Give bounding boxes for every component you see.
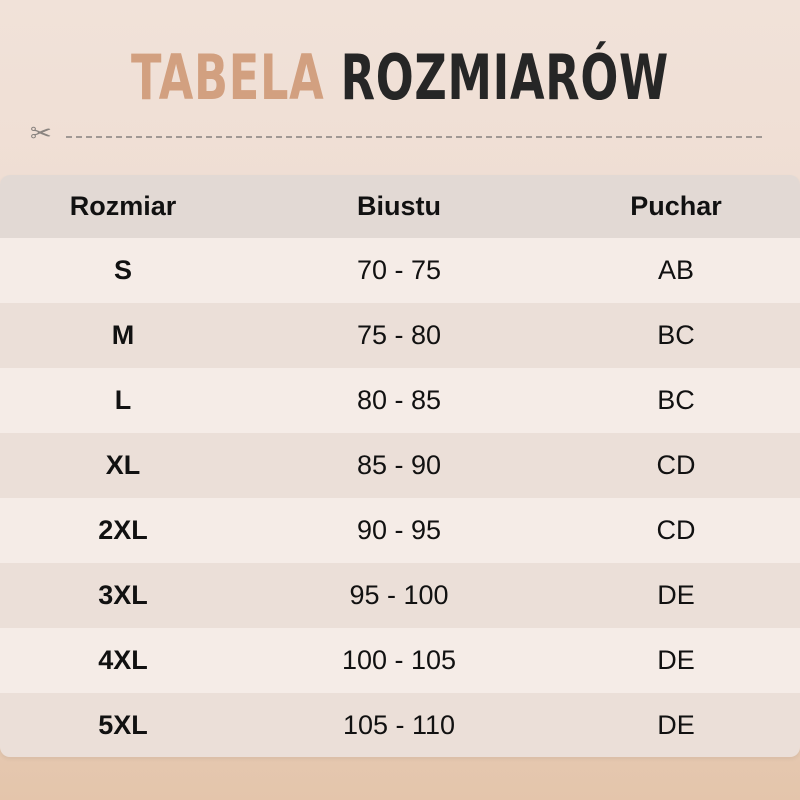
bust-cell: 95 - 100 — [349, 580, 449, 610]
size-cell: 5XL — [98, 710, 148, 740]
bust-cell: 90 - 95 — [356, 515, 442, 545]
size-cell: 3XL — [98, 580, 148, 610]
table-row: M 75 - 80 BC — [0, 303, 800, 368]
cup-cell: CD — [656, 515, 696, 545]
bust-cell: 100 - 105 — [341, 645, 457, 675]
size-cell: XL — [105, 450, 141, 480]
bust-cell: 70 - 75 — [356, 255, 442, 285]
header-size: Rozmiar — [69, 191, 177, 221]
bust-cell: 75 - 80 — [356, 320, 442, 350]
cup-cell: DE — [657, 580, 695, 610]
cut-line-divider: ✂ — [30, 120, 762, 150]
page-title: TABELA ROZMIARÓW — [112, 38, 688, 118]
size-cell: 4XL — [98, 645, 148, 675]
size-cell: M — [111, 320, 135, 350]
table-row: S 70 - 75 AB — [0, 238, 800, 303]
table-row: 2XL 90 - 95 CD — [0, 498, 800, 563]
scissors-icon: ✂ — [30, 118, 52, 148]
table-row: 3XL 95 - 100 DE — [0, 563, 800, 628]
cup-cell: AB — [657, 255, 695, 285]
size-table: Rozmiar Biustu Puchar S 70 - 75 AB M 75 - 80… — [0, 175, 800, 757]
bust-cell: 80 - 85 — [356, 385, 442, 415]
bust-cell: 85 - 90 — [356, 450, 442, 480]
dashed-line — [66, 136, 762, 138]
table-row: L 80 - 85 BC — [0, 368, 800, 433]
title-part-2: ROZMIARÓW — [340, 41, 669, 114]
cup-cell: DE — [657, 710, 695, 740]
table-header: Rozmiar Biustu Puchar — [0, 175, 800, 238]
header-cup: Puchar — [630, 191, 722, 221]
title-part-1: TABELA — [131, 41, 325, 114]
table-row: XL 85 - 90 CD — [0, 433, 800, 498]
size-cell: 2XL — [98, 515, 148, 545]
cup-cell: CD — [656, 450, 696, 480]
cup-cell: BC — [657, 385, 695, 415]
cup-cell: DE — [657, 645, 695, 675]
header-bust: Biustu — [357, 191, 441, 221]
size-cell: S — [113, 255, 132, 285]
size-cell: L — [114, 385, 132, 415]
cup-cell: BC — [657, 320, 695, 350]
bust-cell: 105 - 110 — [342, 710, 456, 740]
table-row: 5XL 105 - 110 DE — [0, 693, 800, 757]
table-row: 4XL 100 - 105 DE — [0, 628, 800, 693]
